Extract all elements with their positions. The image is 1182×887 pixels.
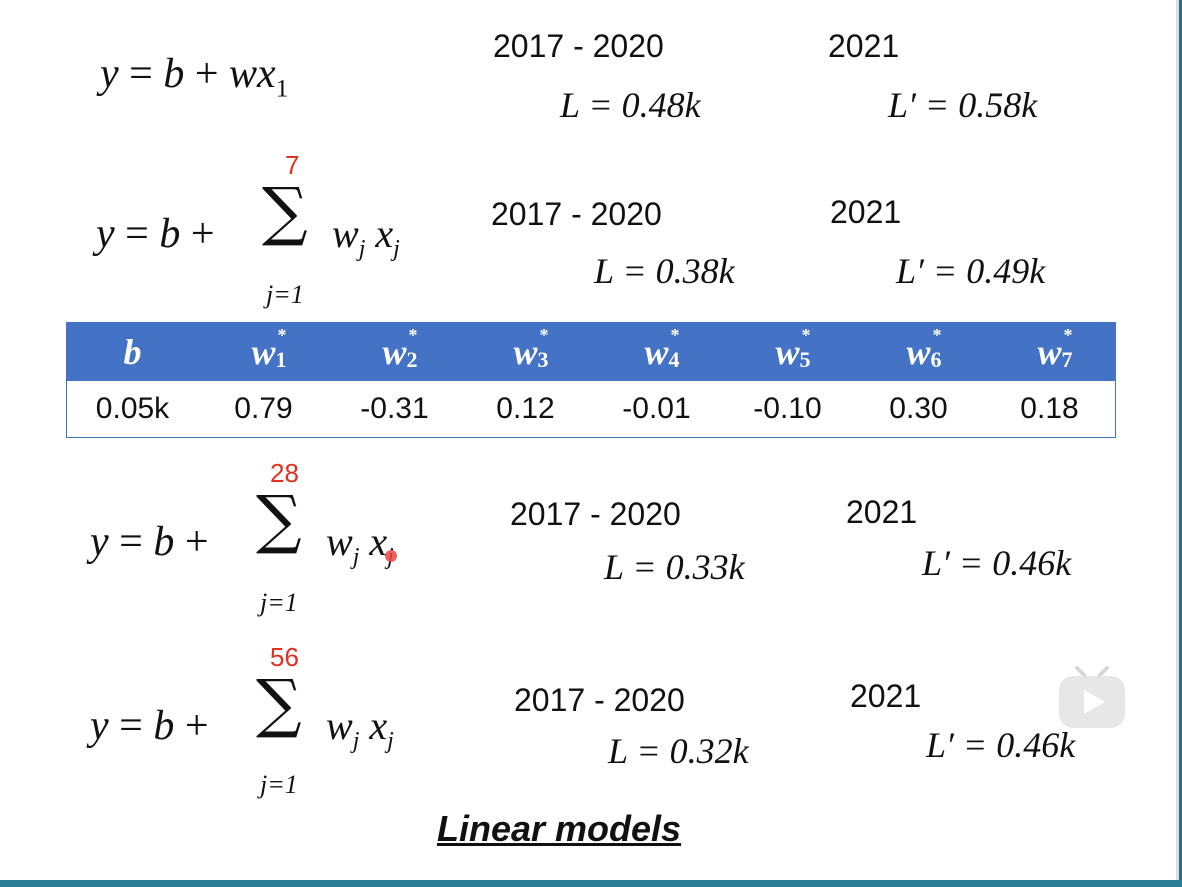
header-cell-w5: w * 5 [775,325,811,372]
formula-model-2-lhs: y = b + [96,211,215,257]
pointer-dot [385,550,397,562]
weights-table-header: b w * 1 w * 2 w * 3 w * 4 w * 5 w * 6 w * 7 [67,323,1115,381]
test-year-2: 2021 [830,194,902,230]
train-period-1: 2017 - 2020 [493,28,664,64]
sigma-2: ∑ [262,175,308,249]
formula-term-3: wj xj [326,519,394,570]
formula-term-2: wj xj [332,211,400,262]
sum-upper-bound-2: 7 [285,150,300,180]
train-loss-4: L = 0.32k [608,731,749,771]
train-loss-3: L = 0.33k [604,547,745,587]
test-loss-1: L′ = 0.58k [888,85,1038,125]
test-year-1: 2021 [828,28,900,64]
test-year-4: 2021 [850,678,922,714]
formula-term-4: wj xj [326,703,394,754]
value-cell-w2: -0.31 [360,392,429,425]
sigma-4: ∑ [256,667,302,741]
test-loss-3: L′ = 0.46k [922,543,1072,583]
test-loss-4: L′ = 0.46k [926,725,1076,765]
value-cell-w5: -0.10 [753,392,822,425]
header-cell-w7: w * 7 [1037,325,1073,372]
slide-title: Linear models [437,808,682,849]
sum-lower-bound-3: j=1 [260,588,298,617]
train-period-3: 2017 - 2020 [510,496,681,532]
test-year-3: 2021 [846,494,918,530]
test-loss-2: L′ = 0.49k [896,251,1046,291]
sum-upper-bound-3: 28 [270,458,299,488]
formula-model-4-lhs: y = b + [90,703,209,749]
value-cell-b: 0.05k [95,392,170,425]
header-cell-w6: w * 6 [906,325,942,372]
train-period-4: 2017 - 2020 [514,682,685,718]
header-cell-w2: w * 2 [382,325,418,372]
sum-lower-bound-2: j=1 [266,280,304,309]
train-period-2: 2017 - 2020 [491,196,662,232]
window-bottom-bar [0,880,1182,887]
value-cell-w4: -0.01 [622,392,691,425]
weights-table-row: 0.05k 0.79 -0.31 0.12 -0.01 -0.10 0.30 0… [67,381,1115,437]
value-cell-w6: 0.30 [889,392,948,425]
weights-table: b w * 1 w * 2 w * 3 w * 4 w * 5 w * 6 w * 7 0.05k 0.79… [66,322,1116,438]
header-cell-w1: w * 1 [251,325,287,372]
bilibili-play-icon[interactable] [1055,662,1129,732]
header-cell-w4: w * 4 [644,325,680,372]
train-loss-2: L = 0.38k [594,251,735,291]
sum-upper-bound-4: 56 [270,642,299,672]
sum-lower-bound-4: j=1 [260,770,298,799]
formula-model-1: y = b + wx1 [100,51,289,103]
formula-model-3-lhs: y = b + [90,519,209,565]
value-cell-w7: 0.18 [1020,392,1079,425]
header-cell-b: b [123,332,142,372]
train-loss-1: L = 0.48k [560,85,701,125]
sigma-3: ∑ [256,483,302,557]
value-cell-w1: 0.79 [234,392,293,425]
value-cell-w3: 0.12 [496,392,555,425]
header-cell-w3: w * 3 [513,325,549,372]
